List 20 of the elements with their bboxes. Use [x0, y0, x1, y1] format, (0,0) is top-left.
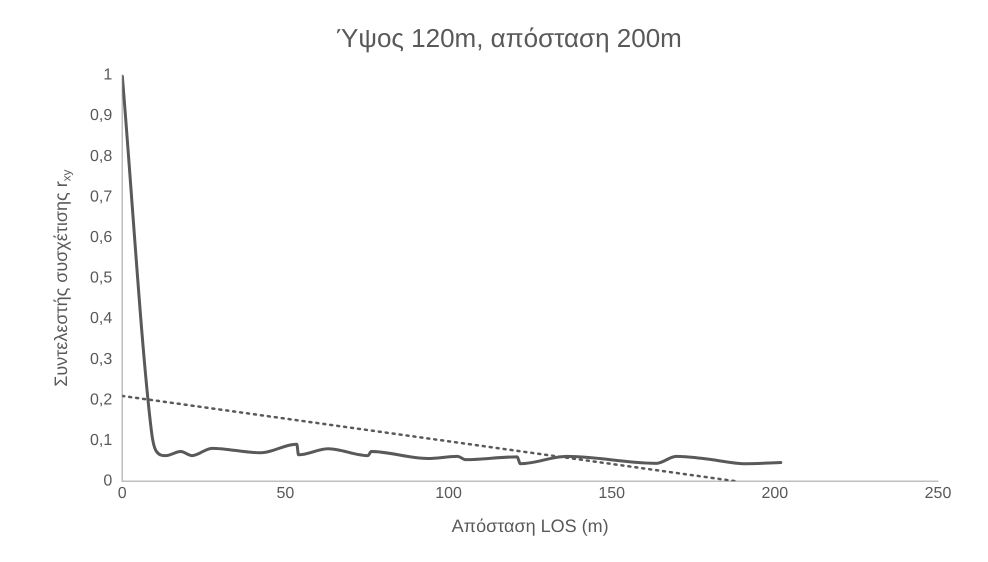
y-tick-label: 0,1 [90, 432, 112, 450]
x-tick-label: 0 [118, 485, 127, 502]
chart-title: Ύψος 120m, απόσταση 200m [336, 22, 682, 53]
x-axis-title: Απόσταση LOS (m) [452, 516, 609, 536]
y-tick-label: 0 [103, 472, 112, 490]
x-tick-label: 150 [598, 485, 626, 502]
x-tick-label: 200 [761, 485, 788, 502]
y-tick-label: 0,2 [90, 391, 112, 408]
y-tick-label: 0,4 [90, 310, 112, 328]
x-tick-label: 100 [435, 485, 462, 502]
y-tick-label: 0,3 [90, 350, 112, 368]
y-axis-title: Συντελεστής συσχέτισης rxy [50, 169, 74, 387]
y-tick-label: 0,8 [90, 148, 112, 165]
y-tick-label: 0,6 [90, 229, 112, 246]
y-tick-label: 0,9 [90, 107, 112, 124]
y-tick-label: 1 [103, 66, 112, 84]
x-tick-label: 250 [924, 485, 952, 502]
y-tick-label: 0,5 [90, 270, 112, 287]
y-tick-label: 0,7 [90, 188, 112, 206]
x-tick-label: 50 [276, 485, 294, 502]
